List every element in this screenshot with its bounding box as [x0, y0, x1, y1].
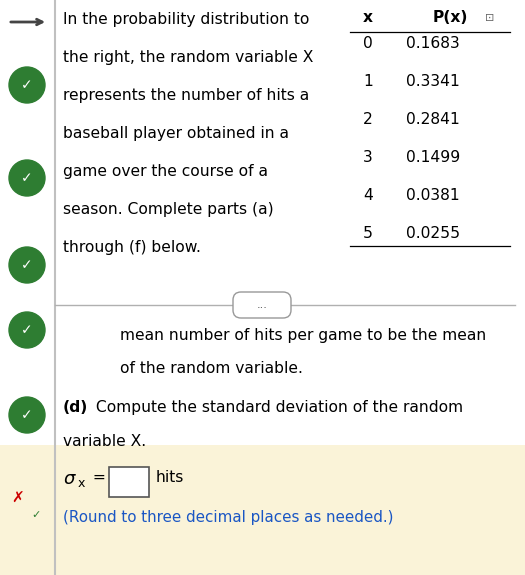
Text: ✗: ✗: [12, 490, 24, 505]
Text: 4: 4: [363, 188, 373, 203]
Circle shape: [9, 312, 45, 348]
Text: 0.2841: 0.2841: [406, 112, 460, 127]
FancyBboxPatch shape: [109, 467, 149, 497]
Circle shape: [9, 397, 45, 433]
Text: baseball player obtained in a: baseball player obtained in a: [63, 126, 289, 141]
Text: season. Complete parts (a): season. Complete parts (a): [63, 202, 274, 217]
Text: =: =: [88, 470, 106, 485]
Text: P(x): P(x): [432, 10, 468, 25]
Text: 0.3341: 0.3341: [406, 74, 460, 89]
Text: ⊡: ⊡: [485, 13, 495, 23]
Text: mean number of hits per game to be the mean: mean number of hits per game to be the m…: [120, 328, 486, 343]
Text: 3: 3: [363, 150, 373, 165]
Text: 2: 2: [363, 112, 373, 127]
Text: ...: ...: [257, 300, 267, 310]
Text: 1: 1: [363, 74, 373, 89]
Text: σ: σ: [63, 470, 75, 488]
Text: represents the number of hits a: represents the number of hits a: [63, 88, 309, 103]
Text: through (f) below.: through (f) below.: [63, 240, 201, 255]
Text: ✓: ✓: [32, 510, 41, 520]
Text: 0.1499: 0.1499: [406, 150, 460, 165]
Text: variable X.: variable X.: [63, 434, 146, 449]
Text: 0: 0: [363, 36, 373, 51]
Text: ✓: ✓: [21, 171, 33, 185]
Text: 5: 5: [363, 226, 373, 241]
Text: 0.0255: 0.0255: [406, 226, 460, 241]
Circle shape: [9, 67, 45, 103]
Text: ✓: ✓: [21, 408, 33, 422]
Bar: [55, 445, 525, 575]
FancyBboxPatch shape: [233, 292, 291, 318]
Text: ✓: ✓: [21, 78, 33, 92]
Text: the right, the random variable X: the right, the random variable X: [63, 50, 313, 65]
Text: ✓: ✓: [21, 258, 33, 272]
Text: of the random variable.: of the random variable.: [120, 361, 303, 376]
Circle shape: [9, 160, 45, 196]
Text: (Round to three decimal places as needed.): (Round to three decimal places as needed…: [63, 510, 394, 525]
Text: 0.1683: 0.1683: [406, 36, 460, 51]
Text: 0.0381: 0.0381: [406, 188, 460, 203]
Text: game over the course of a: game over the course of a: [63, 164, 268, 179]
Text: hits: hits: [156, 470, 184, 485]
Text: ✓: ✓: [21, 323, 33, 337]
Text: In the probability distribution to: In the probability distribution to: [63, 12, 309, 27]
Bar: [0, 445, 55, 575]
Text: x: x: [363, 10, 373, 25]
Text: (d): (d): [63, 400, 88, 415]
Circle shape: [9, 247, 45, 283]
Text: x: x: [78, 477, 86, 490]
Text: Compute the standard deviation of the random: Compute the standard deviation of the ra…: [91, 400, 463, 415]
